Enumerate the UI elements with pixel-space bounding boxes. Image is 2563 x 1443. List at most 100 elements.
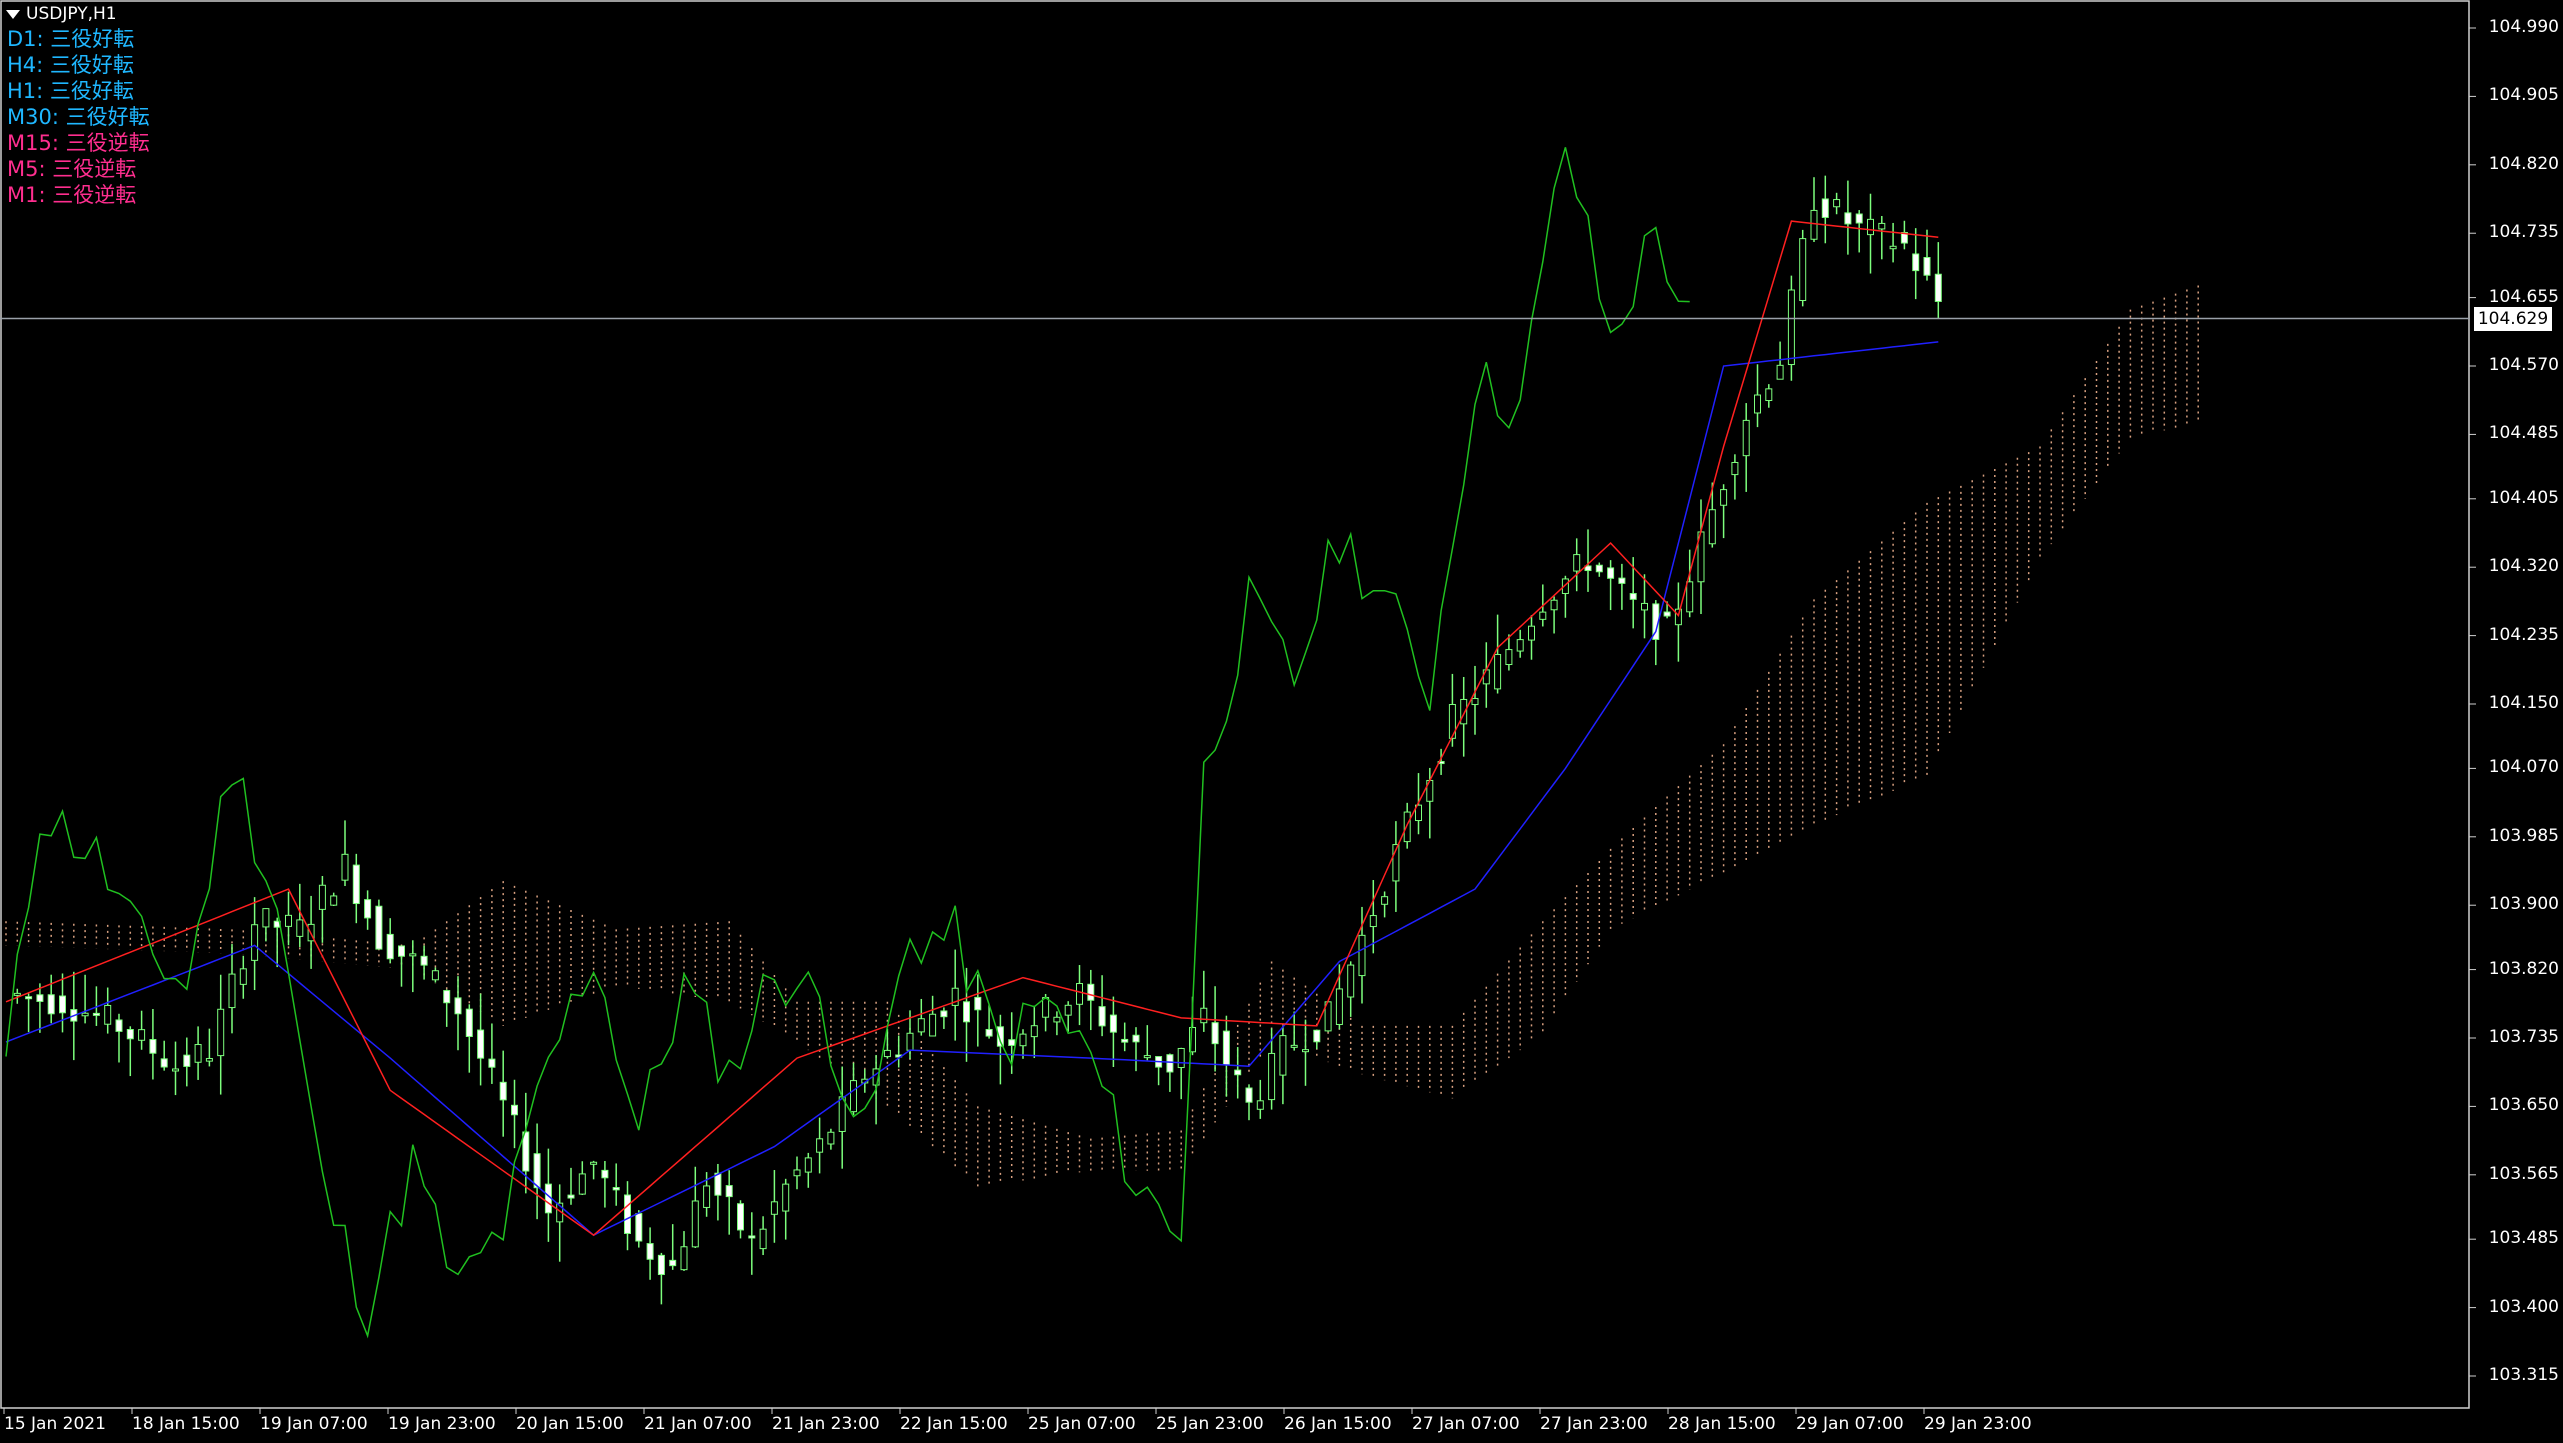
- candle-body: [522, 1131, 530, 1172]
- candle-body: [1482, 669, 1490, 685]
- signal-d1: D1: 三役好転: [7, 27, 135, 51]
- candle-body: [149, 1039, 157, 1054]
- candle-body: [1313, 1029, 1321, 1043]
- kijun-line: [5, 341, 1939, 1237]
- candle-body: [974, 996, 982, 1011]
- price-tick-label: 104.485: [2488, 423, 2559, 444]
- candle-body: [431, 970, 439, 981]
- candle-body: [635, 1213, 643, 1242]
- price-tick-label: 104.655: [2488, 286, 2559, 307]
- candle-body: [1132, 1034, 1140, 1043]
- price-tick-label: 104.070: [2488, 757, 2559, 778]
- time-tick-label: 25 Jan 07:00: [1028, 1414, 1136, 1434]
- signal-m5: M5: 三役逆転: [7, 157, 137, 181]
- candle-body: [1629, 593, 1637, 600]
- candle-body: [1381, 896, 1389, 905]
- candle-body: [138, 1029, 146, 1041]
- symbol-title-text: USDJPY,H1: [26, 4, 117, 24]
- candle-body: [217, 1008, 225, 1057]
- candle-body: [951, 987, 959, 1006]
- candle-body: [1844, 212, 1852, 225]
- candle-body: [59, 995, 66, 1014]
- time-tick-label: 21 Jan 07:00: [644, 1414, 752, 1434]
- candle-body: [239, 968, 247, 985]
- candle-body: [1008, 1039, 1016, 1046]
- candle-body: [669, 1259, 677, 1267]
- symbol-title[interactable]: USDJPY,H1: [6, 4, 117, 24]
- signal-h1: H1: 三役好転: [7, 79, 134, 103]
- candle-body: [318, 884, 326, 910]
- candle-body: [1900, 232, 1908, 244]
- candle-body: [725, 1185, 733, 1198]
- candle-body: [782, 1183, 790, 1212]
- price-tick-label: 104.820: [2488, 153, 2559, 174]
- price-tick-label: 104.150: [2488, 693, 2559, 713]
- candle-body: [1403, 811, 1411, 843]
- candle-body: [1889, 245, 1897, 250]
- candle-body: [1561, 578, 1569, 594]
- candle-body: [1923, 257, 1931, 276]
- price-tick-label: 103.650: [2488, 1095, 2559, 1116]
- price-tick-label: 104.405: [2488, 487, 2559, 508]
- candle-body: [1674, 608, 1682, 626]
- candle-body: [172, 1068, 179, 1072]
- candle-body: [1494, 654, 1502, 690]
- candle-body: [1290, 1044, 1298, 1048]
- candle-body: [804, 1157, 812, 1173]
- candle-body: [1087, 983, 1095, 1001]
- time-tick-label: 29 Jan 23:00: [1924, 1414, 2032, 1434]
- candle-body: [590, 1161, 598, 1165]
- candle-body: [1855, 213, 1863, 224]
- candle-body: [578, 1173, 586, 1195]
- candle-body: [1833, 199, 1841, 208]
- candle-body: [1076, 983, 1083, 1005]
- candle-body: [47, 994, 55, 1015]
- candle-body: [1539, 611, 1547, 620]
- candle-body: [1878, 222, 1886, 230]
- candle-body: [262, 908, 270, 928]
- candle-body: [183, 1054, 191, 1067]
- candle-body: [1708, 509, 1716, 545]
- time-tick-label: 15 Jan 2021: [4, 1414, 106, 1434]
- candle-body: [1256, 1100, 1264, 1110]
- price-tick-label: 103.315: [2488, 1365, 2559, 1385]
- price-tick-label: 104.570: [2488, 355, 2559, 375]
- candle-body: [1731, 461, 1739, 476]
- candle-body: [1042, 997, 1050, 1018]
- candle-body: [680, 1246, 688, 1271]
- time-tick-label: 25 Jan 23:00: [1156, 1414, 1264, 1434]
- signal-m30: M30: 三役好転: [7, 105, 150, 129]
- candle-body: [341, 853, 349, 881]
- indicator-lines: [5, 147, 1939, 1339]
- candle-body: [1505, 649, 1513, 666]
- candle-body: [115, 1019, 123, 1032]
- candle-body: [714, 1172, 722, 1196]
- candle-body: [443, 990, 451, 1004]
- candle-body: [81, 1012, 89, 1017]
- candle-body: [194, 1044, 202, 1063]
- sanyaku-signal-list: D1: 三役好転 H4: 三役好転 H1: 三役好転 M30: 三役好転 M15: 三役…: [7, 26, 150, 208]
- price-tick-label: 103.900: [2488, 894, 2559, 915]
- time-tick-label: 27 Jan 07:00: [1412, 1414, 1520, 1434]
- price-tick-label: 103.985: [2488, 825, 2559, 846]
- candle-body: [1222, 1030, 1230, 1066]
- time-tick-label: 29 Jan 07:00: [1796, 1414, 1904, 1434]
- candle-body: [624, 1194, 631, 1234]
- dropdown-triangle-icon[interactable]: [6, 9, 20, 19]
- candle-body: [1245, 1087, 1253, 1103]
- candle-body: [398, 945, 405, 957]
- candle-body: [1584, 565, 1592, 572]
- candle-body: [883, 1049, 891, 1058]
- price-tick-label: 103.820: [2488, 958, 2559, 979]
- candle-body: [1471, 698, 1479, 706]
- candle-body: [160, 1058, 168, 1068]
- price-tick-label: 104.735: [2488, 222, 2559, 243]
- candle-body: [1720, 489, 1728, 506]
- candle-body: [477, 1029, 485, 1059]
- time-tick-label: 22 Jan 15:00: [900, 1414, 1008, 1434]
- price-tick-label: 103.735: [2488, 1026, 2559, 1047]
- candle-body: [1347, 964, 1355, 998]
- candle-body: [1166, 1054, 1174, 1073]
- candle-body: [104, 1004, 112, 1025]
